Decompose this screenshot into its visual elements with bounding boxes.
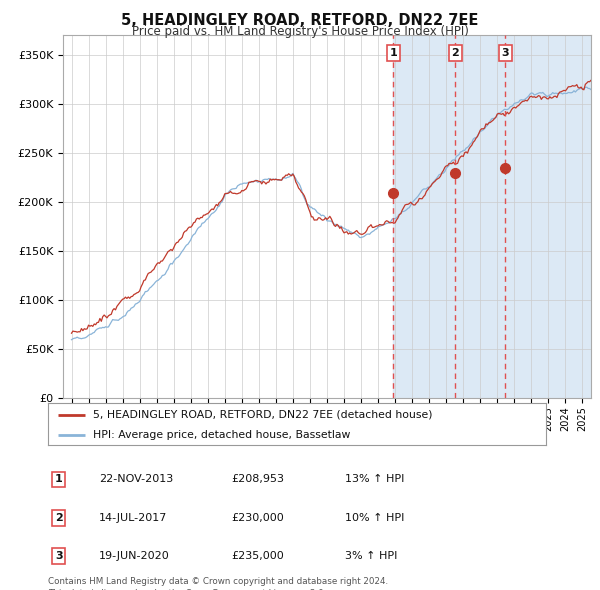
Text: 13% ↑ HPI: 13% ↑ HPI bbox=[345, 474, 404, 484]
Text: 3: 3 bbox=[55, 551, 62, 561]
Text: Price paid vs. HM Land Registry's House Price Index (HPI): Price paid vs. HM Land Registry's House … bbox=[131, 25, 469, 38]
Text: 5, HEADINGLEY ROAD, RETFORD, DN22 7EE: 5, HEADINGLEY ROAD, RETFORD, DN22 7EE bbox=[121, 13, 479, 28]
Text: 10% ↑ HPI: 10% ↑ HPI bbox=[345, 513, 404, 523]
Text: Contains HM Land Registry data © Crown copyright and database right 2024.
This d: Contains HM Land Registry data © Crown c… bbox=[48, 577, 388, 590]
Text: 19-JUN-2020: 19-JUN-2020 bbox=[99, 551, 170, 561]
Text: 3% ↑ HPI: 3% ↑ HPI bbox=[345, 551, 397, 561]
Text: 1: 1 bbox=[389, 48, 397, 58]
Text: 2: 2 bbox=[55, 513, 62, 523]
Text: 1: 1 bbox=[55, 474, 62, 484]
Text: HPI: Average price, detached house, Bassetlaw: HPI: Average price, detached house, Bass… bbox=[93, 430, 350, 440]
Text: £208,953: £208,953 bbox=[231, 474, 284, 484]
Text: £230,000: £230,000 bbox=[231, 513, 284, 523]
Text: 14-JUL-2017: 14-JUL-2017 bbox=[99, 513, 167, 523]
Text: 22-NOV-2013: 22-NOV-2013 bbox=[99, 474, 173, 484]
Bar bbox=[394, 35, 591, 398]
Text: 2: 2 bbox=[451, 48, 459, 58]
Text: 3: 3 bbox=[502, 48, 509, 58]
Text: £235,000: £235,000 bbox=[231, 551, 284, 561]
Text: 5, HEADINGLEY ROAD, RETFORD, DN22 7EE (detached house): 5, HEADINGLEY ROAD, RETFORD, DN22 7EE (d… bbox=[93, 410, 433, 420]
